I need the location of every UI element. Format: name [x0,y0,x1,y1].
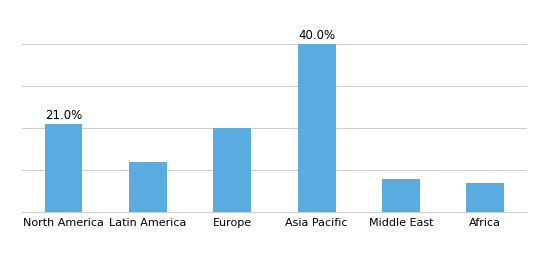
Bar [382,179,420,212]
Text: 40.0%: 40.0% [298,29,335,42]
Bar [298,44,336,212]
Bar [213,128,251,212]
Bar [45,124,82,212]
Bar [129,162,167,212]
Bar [466,183,504,212]
Text: 21.0%: 21.0% [45,109,82,122]
